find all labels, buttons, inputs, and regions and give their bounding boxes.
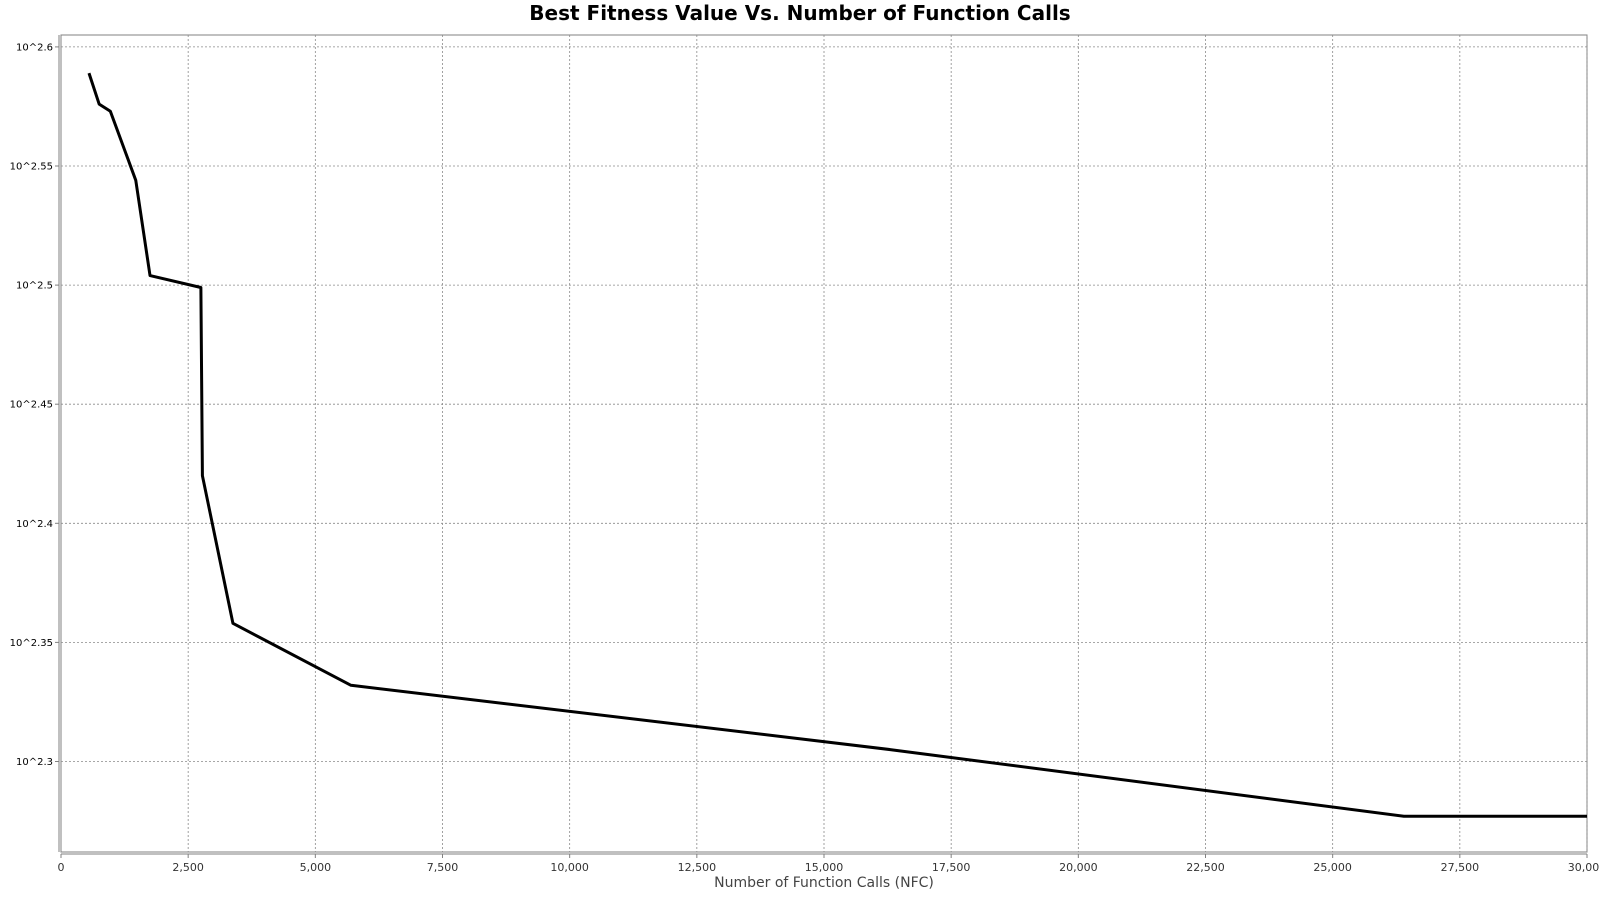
y-axis-ticks: 10^2.6 10^2.55 10^2.5 10^2.45 10^2.4 10^2.35 1… bbox=[10, 42, 59, 768]
x-tick-label: 10,000 bbox=[550, 861, 589, 874]
x-tick-label: 17,500 bbox=[932, 861, 971, 874]
y-tick-label: 10^2.35 bbox=[10, 638, 53, 649]
x-tick-label: 12,500 bbox=[678, 861, 717, 874]
x-tick-label: 22,500 bbox=[1186, 861, 1225, 874]
x-tick-label: 27,500 bbox=[1441, 861, 1480, 874]
x-tick-label: 7,500 bbox=[427, 861, 459, 874]
chart-title: Best Fitness Value Vs. Number of Functio… bbox=[529, 1, 1070, 25]
x-tick-label: 0 bbox=[58, 861, 65, 874]
y-tick-label: 10^2.5 bbox=[16, 281, 53, 292]
x-axis-ticks: 0 2,500 5,000 7,500 10,000 12,500 15,000 17,500… bbox=[58, 854, 1600, 874]
x-tick-label: 2,500 bbox=[172, 861, 204, 874]
y-tick-label: 10^2.4 bbox=[16, 519, 53, 530]
x-tick-label: 20,000 bbox=[1059, 861, 1098, 874]
y-tick-label: 10^2.45 bbox=[10, 400, 53, 411]
x-tick-label: 25,000 bbox=[1313, 861, 1352, 874]
grid-lines bbox=[61, 35, 1588, 852]
y-tick-label: 10^2.55 bbox=[10, 162, 53, 173]
x-tick-label: 30,000 bbox=[1568, 861, 1600, 874]
y-tick-label: 10^2.6 bbox=[16, 42, 53, 53]
x-axis-label: Number of Function Calls (NFC) bbox=[714, 875, 934, 891]
series-layer bbox=[87, 72, 1588, 818]
y-tick-label: 10^2.3 bbox=[16, 757, 53, 768]
series-line bbox=[87, 72, 1587, 818]
x-tick-label: 15,000 bbox=[805, 861, 844, 874]
x-tick-label: 5,000 bbox=[300, 861, 332, 874]
